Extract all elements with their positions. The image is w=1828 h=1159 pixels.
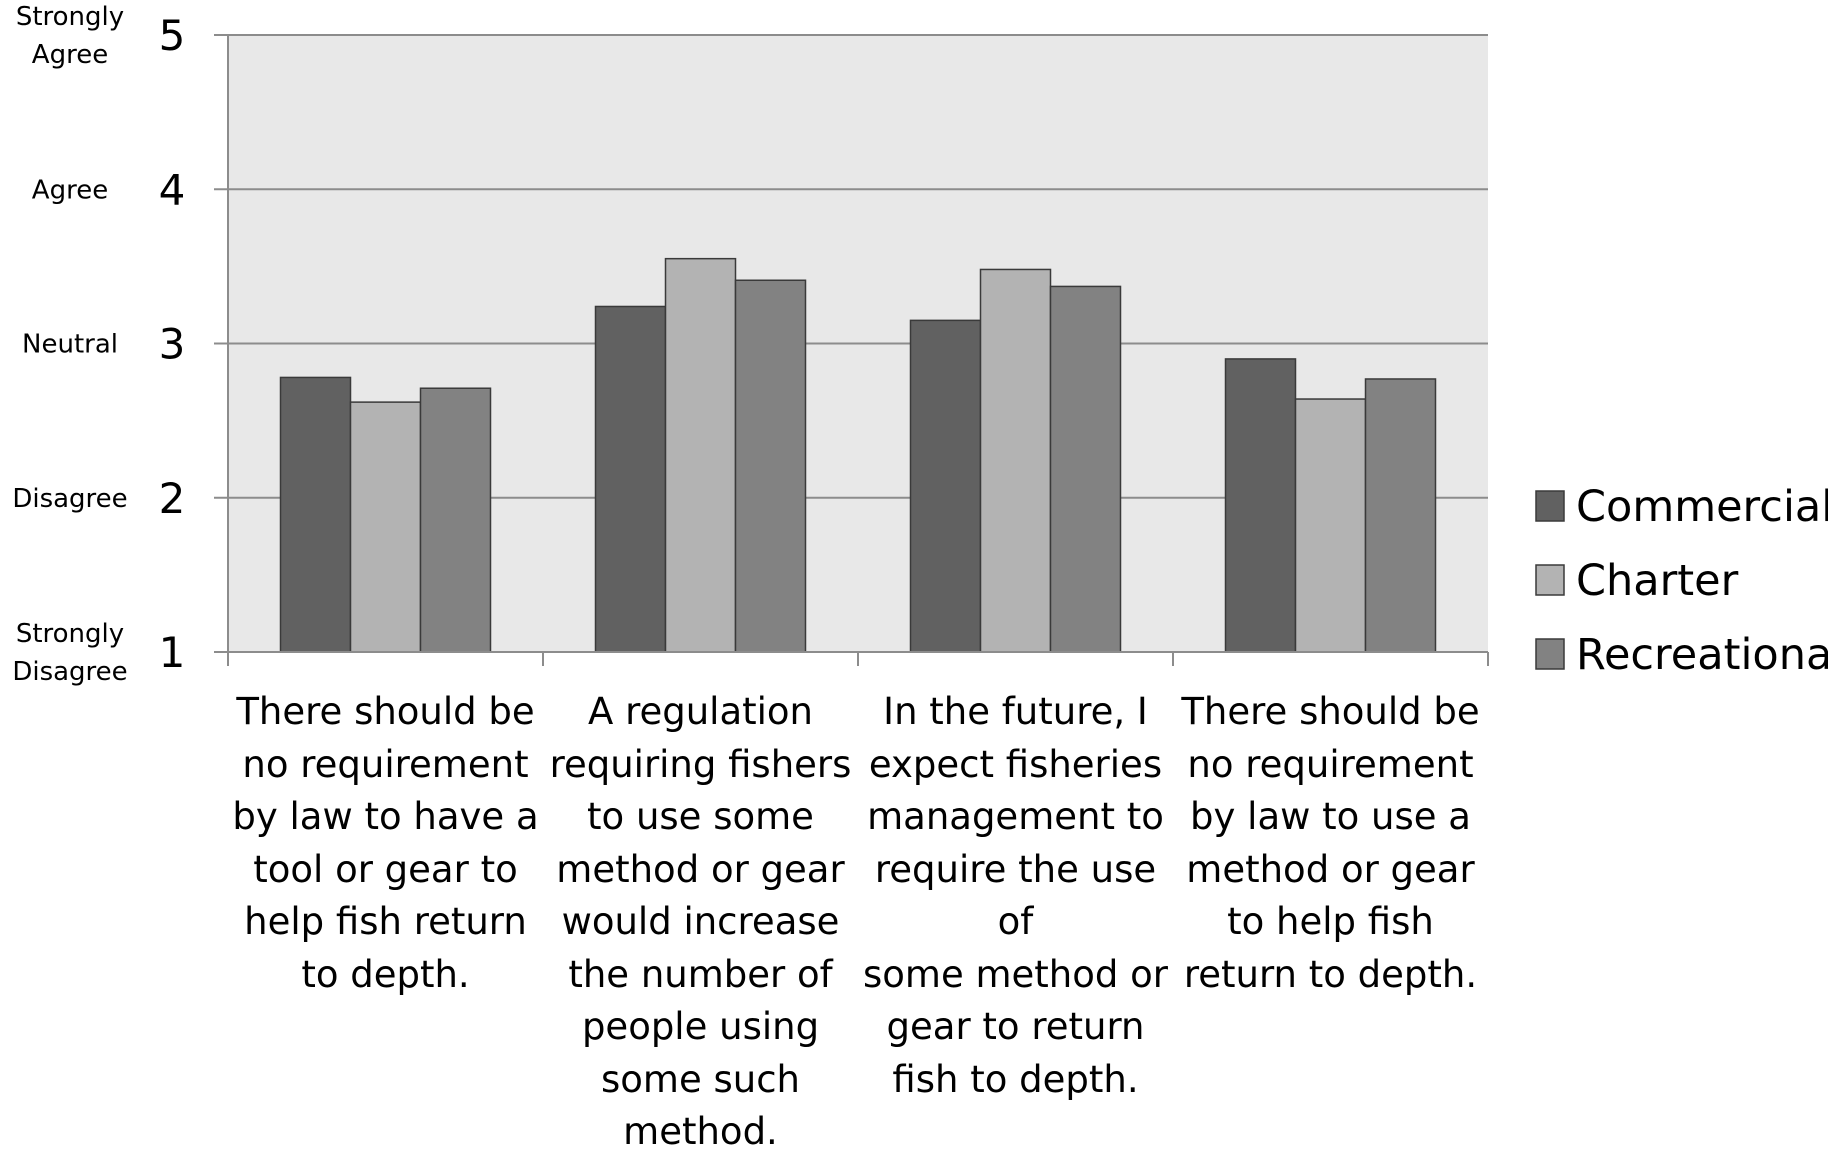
legend-label-recreational: Recreational [1576,630,1828,680]
x-category-label-line: gear to return [886,1005,1145,1048]
x-category-label-line: fish to depth. [892,1057,1139,1101]
legend-swatch-commercial [1535,490,1565,522]
likert-label: Strongly [16,2,124,32]
x-category-label-line: no requirement [242,742,529,786]
likert-label: Agree [32,40,108,70]
x-category-label-line: to depth. [301,952,470,996]
x-category-label: A regulation requiring fishers to use some… [544,686,858,1159]
likert-label: Disagree [12,657,127,687]
bar-commercial-cat2 [594,305,667,653]
x-category-label-line: method or gear [1186,847,1475,891]
y-tick-label: 5 [159,11,186,60]
x-category-label: There should be no requirement by law to h… [229,686,543,1001]
x-category-label-line: There should be [236,690,535,733]
x-category-label-line: method or gear [556,847,845,891]
bar-charter-cat3 [979,268,1052,653]
y-tick-labels: 1 2 3 4 5 [159,11,186,677]
legend-label-charter: Charter [1576,556,1739,606]
x-category-label-line: There should be [1181,690,1480,733]
x-category-label-line: management to [867,795,1164,838]
y-tick-label: 3 [159,320,186,369]
x-category-label: In the future, I expect fisheries manageme… [859,686,1173,1106]
x-category-label-line: help fish return [244,900,527,943]
x-category-label-line: some such [600,1057,800,1101]
likert-labels: Strongly Agree Agree Neutral Disagree Strongl… [12,2,127,687]
bars [279,257,1437,653]
x-category-label-line: by law to have a [232,795,539,838]
bar-recreational-cat4 [1364,378,1437,653]
bar-commercial-cat1 [279,376,352,653]
x-category-label-line: the number of [568,952,833,996]
x-category-label-line: people using [581,1005,820,1048]
bar-recreational-cat2 [734,279,807,653]
x-category-label-line: would increase [561,900,840,943]
bar-commercial-cat3 [909,319,982,653]
x-category-label-line: by law to use a [1190,795,1471,838]
legend-swatch-recreational [1535,638,1565,670]
x-category-label: There should be no requirement by law to u… [1174,686,1488,1001]
y-tick-label: 1 [159,628,186,677]
x-category-label-line: A regulation [588,690,813,733]
x-category-label-line: to use some [587,795,814,838]
x-category-label-line: expect fisheries [868,742,1163,786]
likert-label: Neutral [22,330,118,360]
x-category-label-line: require the use of [874,847,1157,944]
x-category-label-line: no requirement [1187,742,1474,786]
x-category-label-line: tool or gear to [253,847,518,891]
bar-recreational-cat3 [1049,285,1122,653]
bar-commercial-cat4 [1224,358,1297,653]
likert-label: Agree [32,175,108,205]
x-category-label-line: requiring fishers [549,742,852,786]
x-category-label-line: method. [623,1110,778,1153]
bar-recreational-cat1 [419,387,492,653]
legend-label-commercial: Commercial [1576,482,1828,532]
x-category-label-line: some method or [863,952,1168,996]
bar-charter-cat4 [1294,398,1367,653]
likert-label: Disagree [12,484,127,514]
x-category-label-line: In the future, I [883,690,1148,733]
x-category-label-line: to help fish [1227,900,1434,943]
legend: Commercial Charter Recreational [1535,482,1828,680]
x-category-label-line: return to depth. [1183,952,1478,996]
legend-swatch-charter [1535,564,1565,596]
likert-label: Strongly [16,619,124,649]
y-tick-label: 2 [159,474,186,523]
y-tick-label: 4 [159,165,186,214]
bar-charter-cat2 [664,257,737,653]
bar-charter-cat1 [349,401,422,653]
axes [214,34,1489,666]
